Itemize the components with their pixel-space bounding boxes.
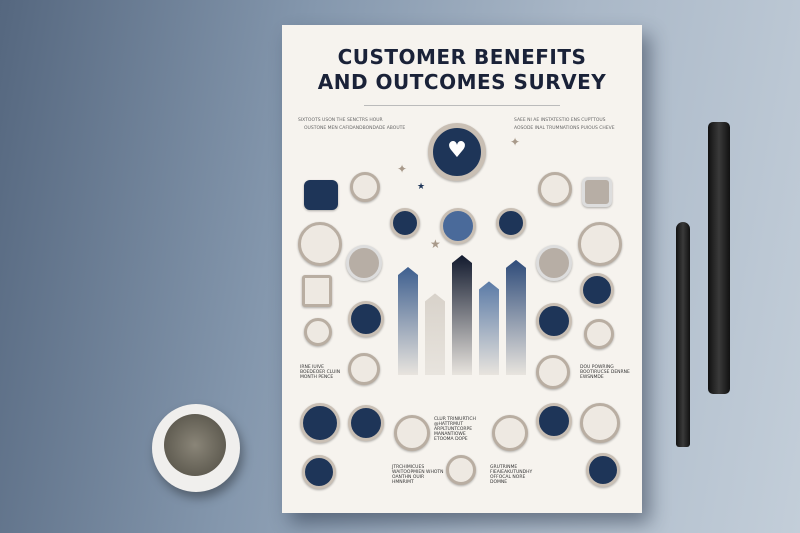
title-line: AND OUTCOMES SURVEY <box>317 70 607 94</box>
seal-icon <box>446 455 476 485</box>
star-icon: ✦ <box>397 162 408 176</box>
user-icon <box>582 177 612 207</box>
left-caption: IRNE IUIVE BOEDEOER CLUIN MONTH PENCE <box>300 365 341 380</box>
subtext: AOSODE INAL TRUMNATIONS PUIOUS CHEVE <box>514 126 615 131</box>
target-icon <box>586 453 620 487</box>
moon-icon <box>536 403 572 439</box>
pen <box>708 122 730 394</box>
person-icon <box>298 222 342 266</box>
user-icon <box>304 180 338 210</box>
document-icon <box>302 275 332 307</box>
center-caption: CLUR TRINIURTICH @HATTRMUT ARPLTUNTCORPE MA… <box>434 417 476 442</box>
check-icon <box>350 172 380 202</box>
clock-icon <box>580 273 614 307</box>
gauge-icon <box>348 353 380 385</box>
people-icon <box>536 303 572 339</box>
chart-icon <box>492 415 528 451</box>
heart-icon <box>300 403 340 443</box>
pie-icon <box>536 355 570 389</box>
badge-icon <box>304 318 332 346</box>
star-icon: ★ <box>430 237 441 251</box>
divider <box>364 105 560 106</box>
people-icon <box>348 301 384 337</box>
right-caption: DOU POWRING BOOTIRUCSE DENRNE EWSNMDE <box>580 365 630 380</box>
person-icon <box>578 222 622 266</box>
subtext: OUSTONE MEN CAFIDANDBONDADE ABOUTE <box>304 126 406 131</box>
smiley-icon <box>496 208 526 238</box>
chart-bar <box>479 281 499 375</box>
chart-bar <box>506 259 526 375</box>
bottom-caption-right: GRUTRINME FIEAIEAKUTUNDHY OFFOCAL NORE DOMN… <box>490 465 533 485</box>
heart-icon <box>580 403 620 443</box>
star-icon: ✦ <box>510 135 521 149</box>
moon-icon <box>348 405 384 441</box>
chart-bar <box>452 255 472 375</box>
bar-chart <box>392 250 532 375</box>
heart-icon: ♥ <box>428 123 486 181</box>
poster-title: CUSTOMER BENEFITS AND OUTCOMES SURVEY <box>282 45 642 95</box>
title-line: CUSTOMER BENEFITS <box>337 45 587 69</box>
smiley-icon <box>440 208 476 244</box>
check-icon <box>538 172 572 206</box>
pen <box>676 222 690 447</box>
subtext: SIXTOOTS USON THE SENCTRS HOUR <box>298 118 383 123</box>
chart-bar <box>398 267 418 375</box>
star-icon: ★ <box>417 182 426 192</box>
bottom-caption-left: JTRCHIMICUES WAITOOPMIEN WHOTN OANTHN OUIR… <box>392 465 444 485</box>
potted-cactus <box>152 404 240 492</box>
chart-bar <box>425 293 445 375</box>
chart-icon <box>346 245 382 281</box>
subtext: SAEE NI AE INSTATESTIO ENS CUPTTOUS <box>514 118 606 123</box>
smiley-icon <box>390 208 420 238</box>
gauge-icon <box>302 455 336 489</box>
survey-poster: CUSTOMER BENEFITS AND OUTCOMES SURVEY SI… <box>282 25 642 513</box>
check-icon <box>584 319 614 349</box>
phone-icon <box>394 415 430 451</box>
home-icon <box>536 245 572 281</box>
